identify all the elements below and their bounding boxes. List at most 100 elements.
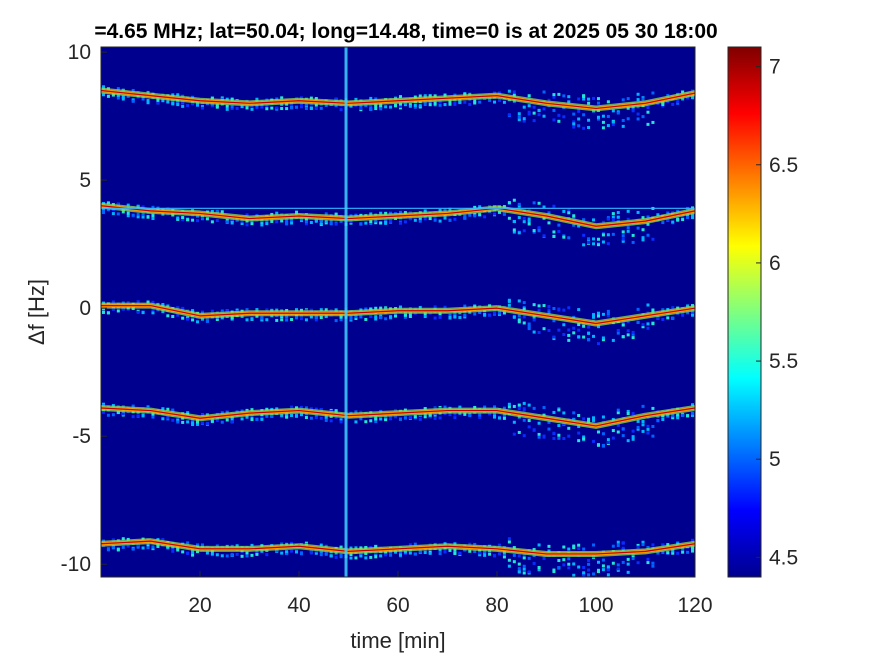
trace-speckle [389,105,393,109]
trace-speckle [676,416,680,420]
trace-speckle [398,305,402,309]
trace-speckle [443,548,447,552]
trace-speckle [171,315,175,319]
trace-speckle [582,243,586,247]
trace-speckle [398,417,402,421]
trace-speckle [403,550,407,554]
trace-speckle [458,101,462,105]
trace-speckle [596,342,600,346]
trace-speckle [196,420,200,424]
trace-speckle [582,126,586,130]
trace-speckle [161,99,165,103]
trace-speckle [507,89,511,93]
trace-speckle [359,104,363,108]
trace-speckle [507,402,511,406]
trace-speckle [651,237,655,241]
trace-2 [101,198,695,247]
trace-speckle [626,439,630,443]
trace-speckle [621,230,625,234]
trace-speckle [641,325,645,329]
trace-speckle [606,100,610,104]
trace-speckle [493,554,497,558]
trace-speckle [606,311,610,315]
trace-speckle [171,101,175,105]
trace-speckle [572,214,576,218]
trace-speckle [562,411,566,415]
trace-speckle [186,411,190,415]
trace-speckle [319,553,323,557]
trace-speckle [458,316,462,320]
trace-speckle [389,315,393,319]
trace-speckle [666,218,670,222]
trace-speckle [230,107,234,111]
trace-speckle [280,219,284,223]
trace-speckle [601,558,605,562]
trace-speckle [181,420,185,424]
trace-speckle [141,215,145,219]
trace-speckle [453,416,457,420]
trace-speckle [636,545,640,549]
trace-speckle [646,545,650,549]
trace-speckle [369,104,373,108]
trace-speckle [215,553,219,557]
trace-speckle [587,417,591,421]
trace-speckle [587,562,591,566]
trace-speckle [567,95,571,99]
trace-speckle [334,222,338,226]
trace-speckle [542,406,546,410]
trace-speckle [686,304,690,308]
trace-speckle [448,101,452,105]
trace-peak [101,407,695,427]
trace-speckle [592,543,596,547]
trace-speckle [448,207,452,211]
trace-speckle [611,544,615,548]
trace-speckle [532,318,536,322]
trace-speckle [458,551,462,555]
trace-speckle [606,309,610,313]
trace-speckle [210,220,214,224]
trace-speckle [314,315,318,319]
trace-speckle [542,107,546,111]
trace-speckle [562,563,566,567]
trace-speckle [601,432,605,436]
trace-speckle [265,308,269,312]
trace-speckle [646,561,650,565]
trace-speckle [151,545,155,549]
trace-speckle [394,550,398,554]
trace-speckle [111,413,115,417]
trace-speckle [502,416,506,420]
trace-speckle [626,226,630,230]
trace-speckle [453,315,457,319]
trace-speckle [626,562,630,566]
trace-speckle [626,217,630,221]
trace-speckle [141,97,145,101]
trace-speckle [339,108,343,112]
trace-speckle [646,106,650,110]
trace-speckle [577,323,581,327]
trace-speckle [596,560,600,564]
trace-speckle [601,233,605,237]
trace-speckle [255,106,259,110]
trace-speckle [671,415,675,419]
trace-speckle [210,209,214,213]
trace-speckle [557,408,561,412]
trace-speckle [443,208,447,212]
trace-speckle [413,415,417,419]
trace-speckle [136,212,140,216]
trace-speckle [349,220,353,224]
trace-speckle [299,96,303,100]
trace-speckle [220,554,224,558]
trace-speckle [210,104,214,108]
trace-speckle [562,94,566,98]
trace-speckle [691,538,695,542]
y-axis-ticks: 10 5 0 -5 -10 [61,41,107,576]
trace-speckle [557,223,561,227]
trace-speckle [220,309,224,313]
trace-speckle [606,124,610,128]
trace-speckle [557,436,561,440]
trace-speckle [448,548,452,552]
trace-speckle [522,220,526,224]
trace-speckle [220,420,224,424]
trace-speckle [171,408,175,412]
